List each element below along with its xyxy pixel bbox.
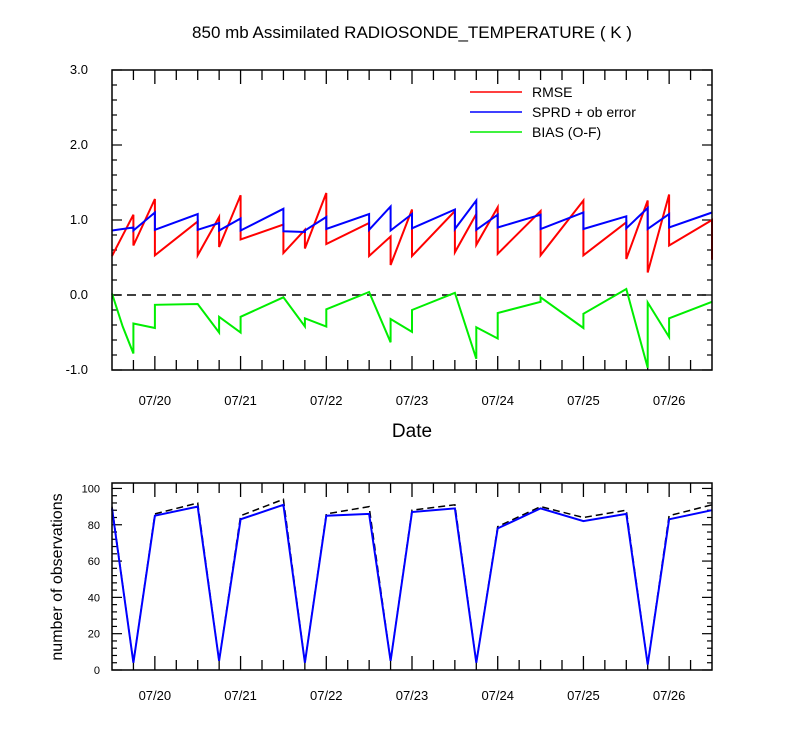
bottom-tick-labels: 07/20 07/21 07/22 07/23 07/24 07/25 07/26 0 20 40… — [82, 483, 686, 703]
top-ytick-label: 1.0 — [70, 212, 88, 227]
top-xtick-label: 07/20 — [139, 393, 172, 408]
top-ytick-label: 0.0 — [70, 287, 88, 302]
bottom-ytick-label: 60 — [88, 556, 100, 568]
top-tick-labels: 07/20 07/21 07/22 07/23 07/24 07/25 07/26 -1.0 0… — [66, 62, 686, 408]
top-ytick-label: 2.0 — [70, 137, 88, 152]
top-xtick-label: 07/23 — [396, 393, 429, 408]
top-ytick-label: -1.0 — [66, 362, 88, 377]
top-series-lines — [111, 192, 713, 369]
bottom-xtick-label: 07/25 — [567, 688, 600, 703]
chart-title: 850 mb Assimilated RADIOSONDE_TEMPERATUR… — [192, 23, 632, 42]
bottom-ytick-label: 40 — [88, 592, 100, 604]
top-xtick-label: 07/26 — [653, 393, 686, 408]
bottom-series-lines — [111, 498, 713, 665]
bottom-ytick-label: 100 — [82, 483, 100, 495]
legend: RMSE SPRD + ob error BIAS (O-F) — [470, 84, 636, 140]
bottom-xtick-label: 07/23 — [396, 688, 429, 703]
bottom-xtick-label: 07/21 — [224, 688, 257, 703]
bottom-xtick-label: 07/26 — [653, 688, 686, 703]
bottom-xtick-label: 07/20 — [139, 688, 172, 703]
top-series-rmse — [111, 192, 713, 273]
bottom-ytick-label: 0 — [94, 665, 100, 677]
bottom-ytick-label: 80 — [88, 520, 100, 532]
top-xtick-label: 07/22 — [310, 393, 343, 408]
bottom-series-observations-used — [111, 503, 713, 665]
top-ytick-label: 3.0 — [70, 62, 88, 77]
top-xtick-label: 07/25 — [567, 393, 600, 408]
top-plot-frame — [111, 69, 713, 371]
x-axis-label: Date — [392, 421, 432, 442]
legend-label-rmse: RMSE — [532, 84, 572, 100]
y-axis-label-observations: number of observations — [49, 493, 66, 660]
bottom-ytick-label: 20 — [88, 629, 100, 641]
top-series-bias-o-f — [111, 287, 713, 369]
legend-label-sprd: SPRD + ob error — [532, 104, 636, 120]
top-xtick-label: 07/21 — [224, 393, 257, 408]
bottom-series-possible-observations — [111, 498, 713, 665]
bottom-plot-frame — [111, 482, 713, 671]
top-xtick-label: 07/24 — [481, 393, 514, 408]
bottom-xtick-label: 07/24 — [481, 688, 514, 703]
legend-label-bias: BIAS (O-F) — [532, 124, 601, 140]
top-series-sprd-ob-error — [111, 197, 713, 234]
bottom-xtick-label: 07/22 — [310, 688, 343, 703]
